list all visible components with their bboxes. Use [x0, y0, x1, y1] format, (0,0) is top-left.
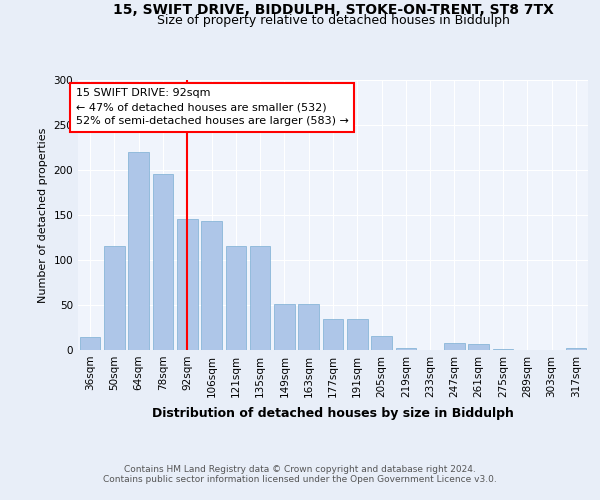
Bar [298, 304, 319, 350]
Bar [444, 343, 465, 350]
Bar [274, 304, 295, 350]
Bar [566, 348, 586, 350]
Y-axis label: Number of detached properties: Number of detached properties [38, 128, 48, 302]
Bar [469, 344, 489, 350]
Bar [250, 246, 271, 350]
Text: 15 SWIFT DRIVE: 92sqm
← 47% of detached houses are smaller (532)
52% of semi-det: 15 SWIFT DRIVE: 92sqm ← 47% of detached … [76, 88, 349, 126]
Bar [152, 174, 173, 350]
Bar [395, 348, 416, 350]
Bar [177, 220, 197, 350]
Bar [104, 246, 125, 350]
Text: Contains HM Land Registry data © Crown copyright and database right 2024.
Contai: Contains HM Land Registry data © Crown c… [103, 465, 497, 484]
Bar [201, 222, 222, 350]
Bar [323, 318, 343, 350]
Bar [371, 336, 392, 350]
Text: Size of property relative to detached houses in Biddulph: Size of property relative to detached ho… [157, 14, 509, 27]
Bar [347, 318, 368, 350]
Bar [128, 152, 149, 350]
Bar [80, 338, 100, 350]
Bar [226, 246, 246, 350]
Bar [493, 349, 514, 350]
Text: 15, SWIFT DRIVE, BIDDULPH, STOKE-ON-TRENT, ST8 7TX: 15, SWIFT DRIVE, BIDDULPH, STOKE-ON-TREN… [113, 2, 553, 16]
Text: Distribution of detached houses by size in Biddulph: Distribution of detached houses by size … [152, 408, 514, 420]
